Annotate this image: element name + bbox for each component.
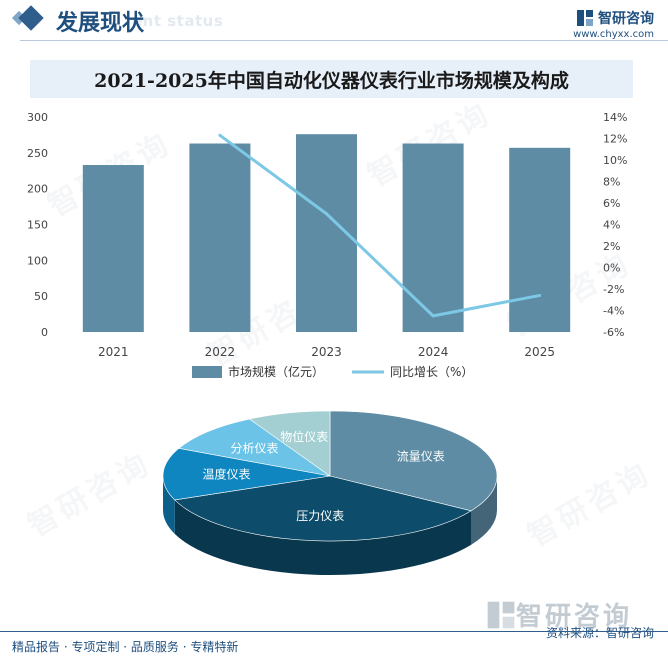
- legend-label-line: 同比增长（%）: [390, 365, 473, 379]
- x-tick-label: 2023: [311, 345, 342, 359]
- pie-slice: [329, 410, 498, 512]
- y-left-tick-label: 250: [27, 147, 48, 160]
- y-right-tick-label: 4%: [603, 219, 620, 232]
- watermark-brand: 智研咨询: [516, 602, 633, 632]
- pie-slice-side: [163, 476, 175, 534]
- x-tick-label: 2024: [418, 345, 449, 359]
- section-subtitle: ent status: [132, 12, 224, 30]
- pie-slice-side: [174, 499, 472, 575]
- pie-slice-label: 压力仪表: [296, 509, 344, 523]
- section-header: ent status 发展现状 智研咨询 www.chyxx.com: [0, 0, 668, 46]
- x-tick-label: 2025: [524, 345, 555, 359]
- line-point: [325, 212, 328, 216]
- footer-divider: [0, 631, 668, 632]
- pie-side-group: [163, 476, 497, 575]
- pie-slice-label: 流量仪表: [397, 450, 445, 464]
- footer-tagline: 精品报告 · 专项定制 · 品质服务 · 专精特新: [12, 640, 239, 654]
- pie-slice: [162, 448, 331, 501]
- brand-name: 智研咨询: [598, 11, 654, 27]
- pie-slice: [174, 475, 472, 542]
- y-right-tick-label: -2%: [603, 283, 624, 296]
- line-point: [538, 293, 542, 297]
- diamond-icon: [18, 5, 44, 31]
- pie-slice: [248, 410, 331, 477]
- pie-top-group: [162, 410, 498, 542]
- line-point: [431, 314, 435, 318]
- bar: [402, 143, 464, 332]
- y-left-tick-label: 100: [27, 254, 48, 267]
- x-tick-label: 2021: [98, 345, 129, 359]
- y-right-tick-label: -4%: [603, 305, 624, 318]
- watermark-logo-icon: [487, 601, 515, 628]
- bar: [509, 147, 571, 332]
- y-right-tick-label: 12%: [603, 133, 627, 146]
- y-right-tick-label: -6%: [603, 326, 624, 339]
- y-right-tick-label: 14%: [603, 111, 627, 124]
- pie-slice-label: 温度仪表: [203, 467, 251, 482]
- y-left-tick-label: 50: [34, 290, 48, 303]
- y-left-tick-label: 200: [27, 183, 48, 196]
- y-left-tick-label: 300: [27, 111, 48, 124]
- chart-title-band: [30, 60, 633, 98]
- bar: [189, 143, 251, 332]
- y-right-tick-label: 10%: [603, 154, 627, 167]
- y-right-tick-label: 0%: [603, 262, 620, 275]
- pie-slice: [178, 418, 331, 477]
- chart-title: 2021-2025年中国自动化仪器仪表行业市场规模及构成: [94, 70, 569, 92]
- source-note: 资料来源：智研咨询: [545, 626, 654, 640]
- line-point: [218, 133, 222, 137]
- x-tick-label: 2022: [205, 345, 236, 359]
- y-right-tick-label: 8%: [603, 176, 620, 189]
- pie-slice-label: 分析仪表: [231, 441, 279, 455]
- brand-url: www.chyxx.com: [573, 29, 654, 40]
- y-right-tick-label: 2%: [603, 240, 620, 253]
- y-right-tick-label: 6%: [603, 197, 620, 210]
- y-left-tick-label: 0: [41, 326, 48, 339]
- brand: 智研咨询 www.chyxx.com: [573, 8, 654, 40]
- y-left-tick-label: 150: [27, 219, 48, 232]
- section-title: 发展现状: [56, 11, 145, 36]
- pie-slice-side: [471, 476, 497, 545]
- brand-logo-icon: [577, 10, 593, 26]
- bar-line-chart: 300 250 200 150 100 50 0 14% 12% 10% 8% 6% 4% 2% 0% -2%…: [27, 111, 627, 379]
- footer-watermark: 智研咨询: [486, 596, 632, 633]
- bar: [82, 165, 144, 332]
- growth-line: [219, 134, 540, 318]
- legend-label-bar: 市场规模（亿元）: [228, 364, 324, 379]
- header-divider: [20, 40, 668, 41]
- legend-swatch-bar: [192, 366, 222, 378]
- pie-slice-label: 物位仪表: [280, 429, 328, 444]
